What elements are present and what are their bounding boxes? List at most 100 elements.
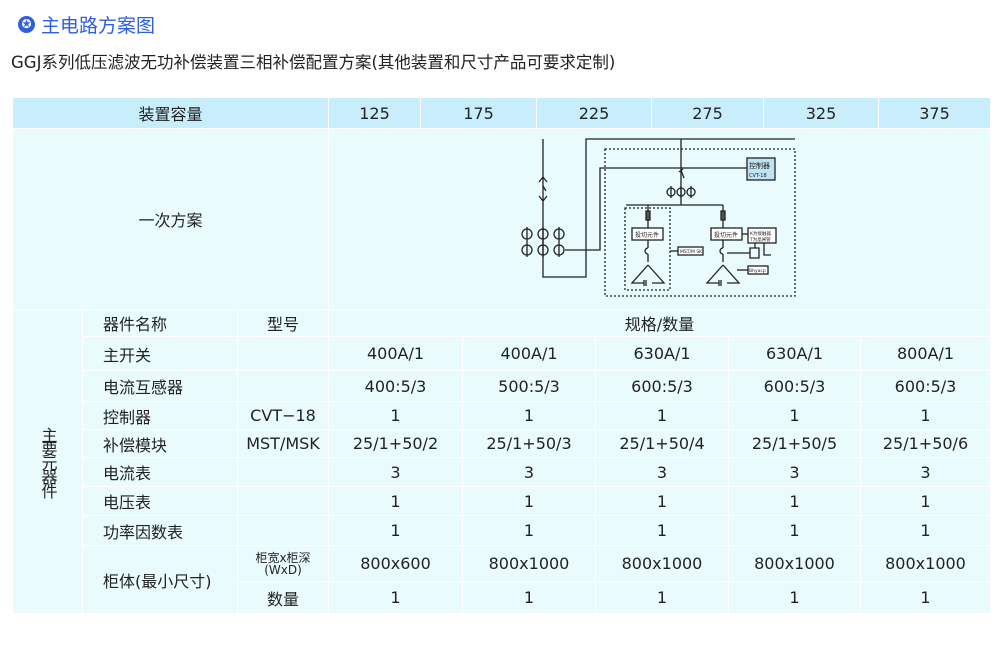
cabinet-size-label-2: (WxD) [264, 562, 302, 577]
controller-box [746, 157, 776, 181]
component-value: 25/1+50/5 [729, 430, 860, 457]
column-header-spec: 规格/数量 [329, 310, 990, 336]
capacity-header-cell: 225 [537, 98, 651, 128]
component-value: 1 [596, 516, 728, 545]
controller-label: 控制器 [749, 161, 770, 170]
cabinet-name: 柜体(最小尺寸) [83, 546, 237, 613]
component-value: 630A/1 [596, 337, 728, 370]
contactor-icon [727, 243, 771, 259]
component-value: 400A/1 [329, 337, 462, 370]
cabinet-qty-value: 1 [596, 582, 728, 613]
component-value: 1 [861, 516, 990, 545]
kt-note-2: T为晶闸管 [749, 236, 771, 243]
component-value: 1 [463, 402, 595, 429]
cabinet-qty-label: 数量 [238, 582, 328, 613]
component-name: 功率因数表 [83, 516, 237, 545]
component-value: 3 [463, 458, 595, 486]
component-model [238, 487, 328, 515]
incoming-switch-icon [538, 175, 548, 203]
component-value: 1 [329, 402, 462, 429]
primary-scheme-label: 一次方案 [13, 129, 328, 309]
component-value: 600:5/3 [729, 371, 860, 401]
component-value: 1 [861, 402, 990, 429]
capacity-header-cell: 325 [764, 98, 878, 128]
fuse-icon [645, 210, 651, 221]
cabinet-size-value: 800x1000 [861, 546, 990, 581]
reactor-icon [644, 247, 649, 262]
component-value: 1 [329, 487, 462, 515]
component-name: 补偿模块 [83, 430, 237, 457]
component-value: 1 [729, 487, 860, 515]
module-boundary [624, 207, 671, 291]
component-value: 1 [329, 516, 462, 545]
switch-element-label-2: 投切元件 [714, 231, 738, 239]
component-value: 25/1+50/6 [861, 430, 990, 457]
cabinet-qty-value: 1 [861, 582, 990, 613]
component-value: 25/1+50/3 [463, 430, 595, 457]
component-name: 电流互感器 [83, 371, 237, 401]
breaker-icon [678, 168, 685, 179]
current-transformer-icon [521, 227, 565, 257]
capacitor-triangle-icon [630, 264, 666, 286]
component-value: 1 [596, 402, 728, 429]
component-value: 3 [329, 458, 462, 486]
component-value: 1 [596, 487, 728, 515]
component-value: 400A/1 [463, 337, 595, 370]
cabinet-qty-value: 1 [729, 582, 860, 613]
branch-right: 投切元件 K为接触器 T为晶闸管 Bhyacp [705, 205, 777, 286]
module-label: MST/M SK [680, 249, 703, 255]
cabinet-size-value: 800x600 [329, 546, 462, 581]
component-value: 630A/1 [729, 337, 860, 370]
component-name: 控制器 [83, 402, 237, 429]
component-value: 3 [729, 458, 860, 486]
ct-icon-2 [666, 186, 696, 198]
component-name: 电压表 [83, 487, 237, 515]
component-value: 1 [463, 487, 595, 515]
capacity-header-cell: 175 [421, 98, 536, 128]
component-model [238, 516, 328, 545]
primary-scheme-diagram-cell [329, 129, 990, 309]
component-value: 25/1+50/4 [596, 430, 728, 457]
component-model [238, 458, 328, 486]
cabinet-size-label-1: 柜宽x柜深 [255, 550, 311, 565]
cabinet-size-value: 800x1000 [729, 546, 860, 581]
component-value: 800A/1 [861, 337, 990, 370]
capacity-header-label: 装置容量 [13, 98, 328, 128]
component-value: 3 [861, 458, 990, 486]
star-circle-icon: ✪ [18, 16, 35, 33]
cabinet-size-label: 柜宽x柜深 (WxD) [238, 546, 328, 581]
component-value: 600:5/3 [596, 371, 728, 401]
kt-note-1: K为接触器 [750, 230, 771, 237]
component-model [238, 371, 328, 401]
cabinet-size-value: 800x1000 [596, 546, 728, 581]
component-name: 主开关 [83, 337, 237, 370]
cabinet-qty-value: 1 [463, 582, 595, 613]
capacity-header-cell: 375 [879, 98, 990, 128]
column-header-model: 型号 [238, 310, 328, 336]
component-value: 1 [729, 402, 860, 429]
capacity-header-cell: 125 [329, 98, 420, 128]
components-group-label: 主要元器件 [13, 310, 82, 613]
component-value: 1 [861, 487, 990, 515]
component-model: CVT−18 [238, 402, 328, 429]
component-value: 400:5/3 [329, 371, 462, 401]
branch-left: 投切元件 MST/M SK [630, 205, 704, 286]
column-header-name: 器件名称 [83, 310, 237, 336]
component-model [238, 337, 328, 370]
component-model: MST/MSK [238, 430, 328, 457]
controller-model: CVT-18 [749, 173, 767, 179]
component-value: 25/1+50/2 [329, 430, 462, 457]
section-title-text: 主电路方案图 [41, 15, 156, 37]
fuse-icon [720, 210, 726, 221]
component-value: 1 [729, 516, 860, 545]
section-title: ✪ 主电路方案图 [18, 11, 155, 38]
component-value: 500:5/3 [463, 371, 595, 401]
switch-element-label: 投切元件 [635, 231, 659, 239]
component-name: 电流表 [83, 458, 237, 486]
subtitle: GGJ系列低压滤波无功补偿装置三相补偿配置方案(其他装置和尺寸产品可要求定制) [11, 53, 616, 72]
component-value: 1 [463, 516, 595, 545]
component-value: 600:5/3 [861, 371, 990, 401]
cabinet-qty-value: 1 [329, 582, 462, 613]
capacity-header-cell: 275 [652, 98, 763, 128]
